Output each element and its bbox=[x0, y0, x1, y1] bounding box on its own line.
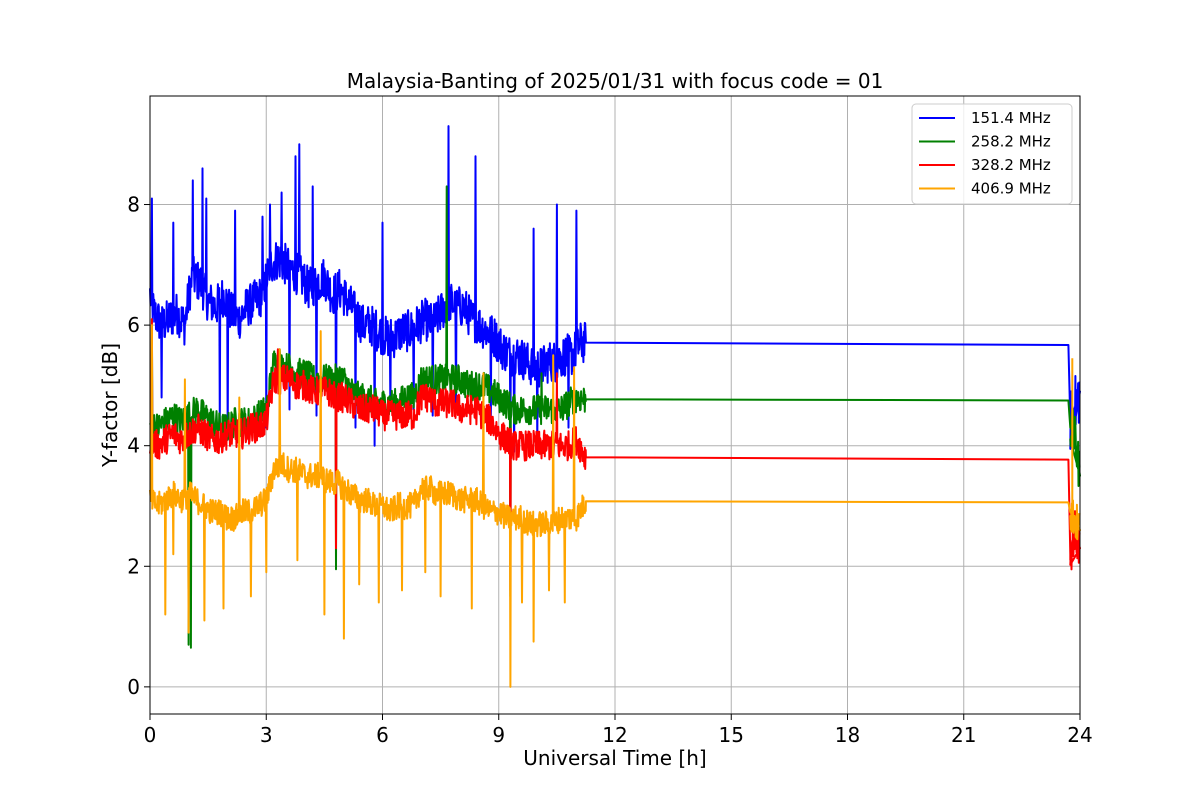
y-tick-label: 6 bbox=[127, 313, 140, 337]
grid-lines bbox=[149, 96, 1081, 714]
legend-label: 151.4 MHz bbox=[971, 109, 1051, 127]
y-tick-label: 0 bbox=[127, 675, 140, 699]
x-tick-label: 18 bbox=[835, 723, 860, 747]
x-tick-label: 9 bbox=[492, 723, 505, 747]
series-line bbox=[149, 324, 1081, 688]
x-tick-label: 21 bbox=[951, 723, 976, 747]
series-line bbox=[149, 318, 1081, 592]
y-axis-ticks: 0 2 4 6 8 bbox=[127, 193, 150, 699]
legend-box bbox=[911, 103, 1073, 205]
plot-area bbox=[149, 125, 1081, 688]
y-axis-label: Y-factor [dB] bbox=[98, 343, 122, 468]
x-tick-label: 6 bbox=[376, 723, 389, 747]
x-tick-label: 15 bbox=[719, 723, 744, 747]
series-line bbox=[149, 125, 1081, 453]
y-tick-label: 8 bbox=[127, 193, 140, 217]
x-tick-label: 3 bbox=[260, 723, 273, 747]
x-tick-label: 0 bbox=[144, 723, 157, 747]
chart-title: Malaysia-Banting of 2025/01/31 with focu… bbox=[347, 69, 884, 93]
x-tick-label: 12 bbox=[602, 723, 627, 747]
y-tick-label: 2 bbox=[127, 554, 140, 578]
series-line bbox=[149, 185, 1081, 649]
legend-label: 328.2 MHz bbox=[971, 156, 1051, 174]
y-tick-label: 4 bbox=[127, 434, 140, 458]
x-axis-ticks: 0 3 6 9 12 15 18 21 24 bbox=[144, 714, 1093, 747]
legend-label: 258.2 MHz bbox=[971, 133, 1051, 151]
legend: 151.4 MHz 258.2 MHz 328.2 MHz 406.9 MHz bbox=[911, 103, 1073, 205]
x-tick-label: 24 bbox=[1067, 723, 1092, 747]
x-axis-label: Universal Time [h] bbox=[523, 746, 706, 770]
legend-label: 406.9 MHz bbox=[971, 180, 1051, 198]
